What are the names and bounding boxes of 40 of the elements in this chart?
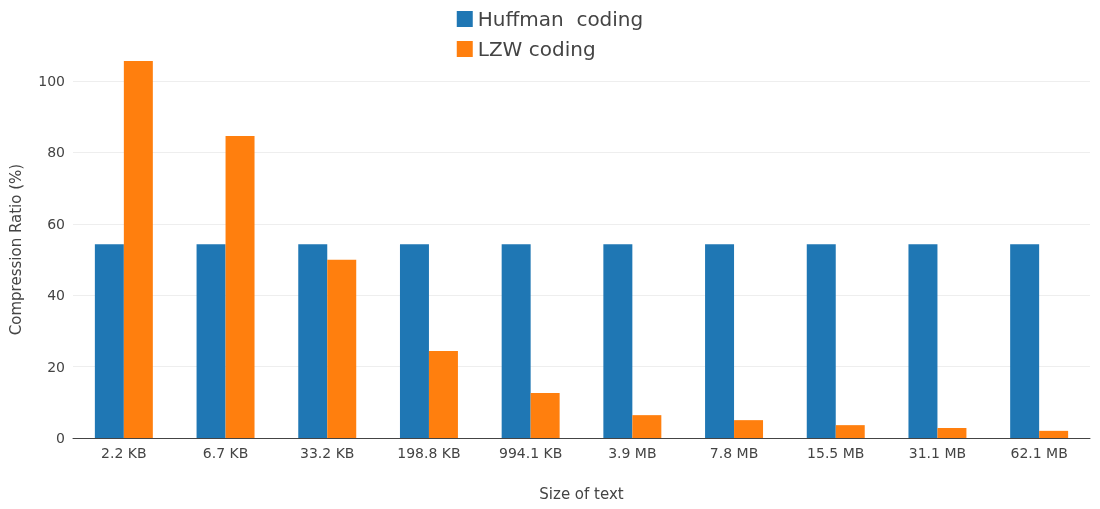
- bar: [501, 244, 531, 438]
- bar: [705, 244, 735, 438]
- y-tick-label: 60: [47, 215, 65, 232]
- y-tick-label: 80: [47, 144, 65, 161]
- x-tick-label: 198.8 KB: [397, 445, 461, 461]
- bar: [603, 244, 633, 438]
- bar: [530, 393, 560, 438]
- x-tick-label: 31.1 MB: [908, 445, 967, 461]
- bar: [908, 244, 938, 438]
- x-tick-label: 2.2 KB: [101, 445, 147, 461]
- legend-label: Huffman coding: [477, 7, 644, 31]
- bar: [806, 244, 836, 438]
- bar: [1010, 244, 1040, 438]
- x-tick-label: 15.5 MB: [807, 445, 865, 461]
- bar: [94, 244, 124, 438]
- bar: [937, 428, 967, 438]
- bar: [632, 415, 662, 438]
- y-tick-label: 20: [47, 358, 65, 375]
- legend-label: LZW coding: [477, 37, 596, 61]
- x-tick-label: 33.2 KB: [300, 445, 355, 461]
- bar: [196, 244, 226, 438]
- x-axis-title: Size of text: [539, 484, 624, 503]
- y-tick-label: 0: [56, 430, 65, 446]
- bar: [123, 61, 153, 438]
- x-tick-label: 994.1 KB: [498, 445, 563, 461]
- bar: [428, 350, 458, 438]
- x-tick-label: 7.8 MB: [709, 445, 759, 461]
- bar: [734, 420, 764, 438]
- bar: [835, 425, 865, 438]
- bar: [399, 244, 429, 438]
- x-tick-label: 3.9 MB: [608, 445, 657, 461]
- x-tick-label: 6.7 KB: [202, 445, 249, 461]
- bar: [1039, 430, 1069, 438]
- bar: [327, 259, 357, 438]
- x-tick-label: 62.1 MB: [1010, 445, 1068, 461]
- y-axis-title: Compression Ratio (%): [6, 163, 25, 336]
- y-tick-label: 100: [38, 72, 65, 89]
- bar: [298, 244, 328, 438]
- bar: [225, 135, 255, 438]
- y-tick-label: 40: [47, 287, 65, 304]
